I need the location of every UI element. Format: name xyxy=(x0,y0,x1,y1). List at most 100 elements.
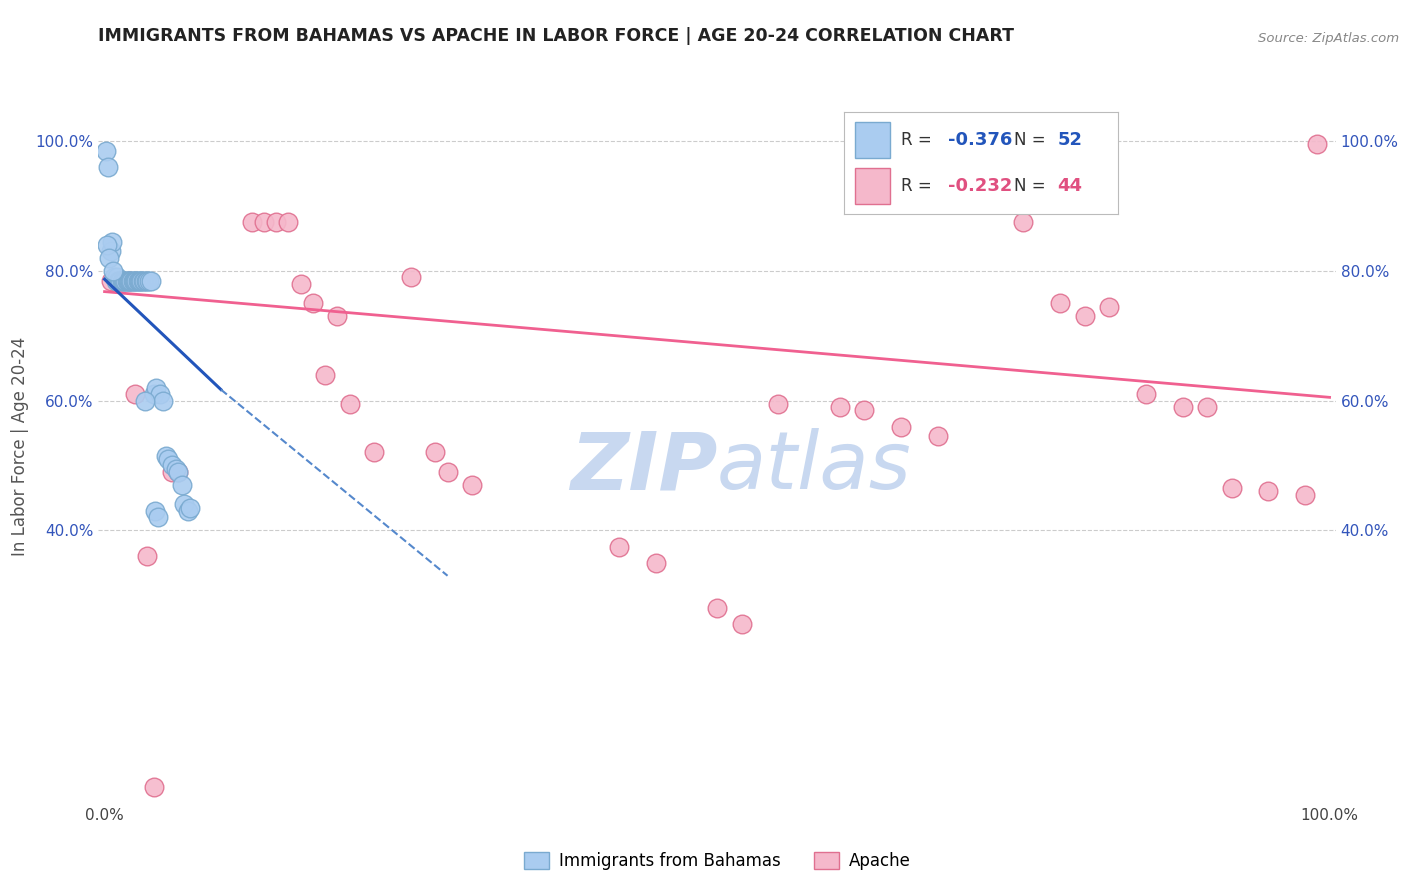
Text: -0.232: -0.232 xyxy=(948,177,1012,194)
Point xyxy=(1012,215,1035,229)
Point xyxy=(101,235,124,249)
Point xyxy=(125,274,148,288)
Point xyxy=(122,274,145,288)
Point xyxy=(132,274,155,288)
Point xyxy=(134,393,156,408)
Point xyxy=(890,419,912,434)
Text: R =: R = xyxy=(901,131,932,149)
Point xyxy=(129,274,152,288)
Point xyxy=(950,144,973,158)
Point xyxy=(111,274,134,288)
Text: 44: 44 xyxy=(1057,177,1083,194)
Point xyxy=(138,274,160,288)
Point xyxy=(314,368,336,382)
Point xyxy=(114,274,136,288)
Point xyxy=(339,397,361,411)
Point xyxy=(108,274,131,288)
Point xyxy=(121,274,143,288)
FancyBboxPatch shape xyxy=(855,168,890,204)
Point xyxy=(730,617,752,632)
Point xyxy=(301,296,323,310)
Text: 52: 52 xyxy=(1057,131,1083,149)
Legend: Immigrants from Bahamas, Apache: Immigrants from Bahamas, Apache xyxy=(517,845,917,877)
Point xyxy=(129,274,152,288)
Point xyxy=(165,461,187,475)
Point xyxy=(117,274,139,288)
Point xyxy=(110,274,132,288)
Point xyxy=(264,215,287,229)
Point xyxy=(1294,488,1316,502)
Point xyxy=(136,274,159,288)
Point xyxy=(100,274,122,288)
Point xyxy=(107,274,129,288)
Point xyxy=(100,244,122,259)
Point xyxy=(124,387,146,401)
Point xyxy=(160,465,183,479)
Point xyxy=(157,452,180,467)
Point xyxy=(436,465,458,479)
Y-axis label: In Labor Force | Age 20-24: In Labor Force | Age 20-24 xyxy=(11,336,28,556)
Point xyxy=(149,387,172,401)
Point xyxy=(121,274,143,288)
Point xyxy=(96,238,118,252)
Point xyxy=(177,504,200,518)
Text: N =: N = xyxy=(1014,131,1045,149)
Point xyxy=(120,274,142,288)
Point xyxy=(768,397,790,411)
Point xyxy=(145,381,167,395)
Point xyxy=(425,445,447,459)
Point xyxy=(173,497,195,511)
Point xyxy=(142,387,165,401)
Point xyxy=(101,264,124,278)
Point xyxy=(128,274,150,288)
Point xyxy=(143,504,166,518)
Point xyxy=(136,549,159,564)
Point xyxy=(118,274,141,288)
Text: atlas: atlas xyxy=(717,428,912,507)
Point xyxy=(828,400,851,414)
Point xyxy=(253,215,276,229)
Point xyxy=(148,510,170,524)
Text: -0.376: -0.376 xyxy=(948,131,1012,149)
Point xyxy=(152,393,174,408)
Point xyxy=(104,274,127,288)
Point xyxy=(363,445,385,459)
Point xyxy=(927,429,949,443)
Point xyxy=(160,458,183,473)
Point xyxy=(112,274,135,288)
Point xyxy=(167,465,190,479)
Point xyxy=(1220,481,1243,495)
Point xyxy=(155,449,177,463)
Point xyxy=(1135,387,1157,401)
Point xyxy=(290,277,312,291)
Point xyxy=(399,270,422,285)
Point xyxy=(103,270,125,285)
Point xyxy=(1306,137,1329,152)
Point xyxy=(167,465,190,479)
Point xyxy=(706,601,728,615)
Text: N =: N = xyxy=(1014,177,1045,194)
Point xyxy=(111,274,134,288)
Point xyxy=(326,310,349,324)
Point xyxy=(853,403,876,417)
FancyBboxPatch shape xyxy=(855,122,890,158)
Point xyxy=(607,540,630,554)
Point xyxy=(1049,296,1071,310)
Point xyxy=(142,780,165,794)
Text: R =: R = xyxy=(901,177,932,194)
Point xyxy=(105,274,128,288)
Point xyxy=(98,251,121,265)
Point xyxy=(118,274,141,288)
Point xyxy=(277,215,299,229)
Text: ZIP: ZIP xyxy=(569,428,717,507)
Point xyxy=(1171,400,1194,414)
Point xyxy=(105,270,128,285)
Text: IMMIGRANTS FROM BAHAMAS VS APACHE IN LABOR FORCE | AGE 20-24 CORRELATION CHART: IMMIGRANTS FROM BAHAMAS VS APACHE IN LAB… xyxy=(98,27,1014,45)
Point xyxy=(1257,484,1279,499)
Point xyxy=(976,144,998,158)
Point xyxy=(131,274,153,288)
Point xyxy=(97,160,120,174)
Point xyxy=(461,478,484,492)
Point xyxy=(1098,300,1121,314)
Point xyxy=(644,556,666,570)
